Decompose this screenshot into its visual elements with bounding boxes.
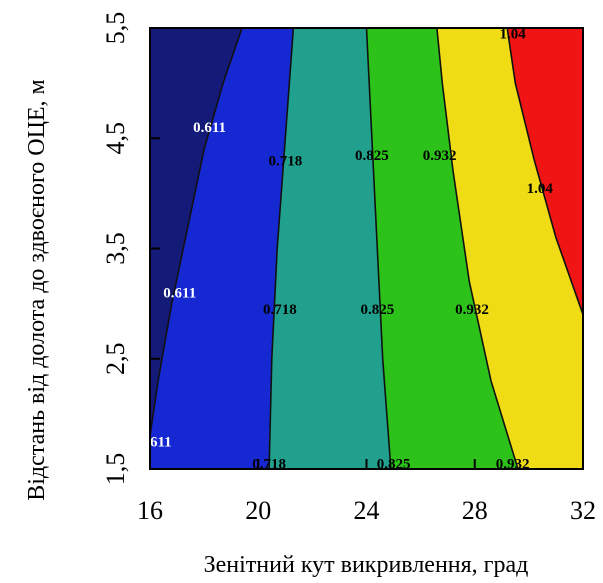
x-tick-label: 20 bbox=[245, 496, 271, 525]
contour-label: 0.825 bbox=[355, 148, 389, 164]
x-tick-label: 28 bbox=[462, 496, 488, 525]
y-tick-label: 4,5 bbox=[101, 122, 130, 155]
contour-label: 1.04 bbox=[500, 27, 527, 43]
contour-label: 0.825 bbox=[360, 302, 394, 318]
contour-label: 0.718 bbox=[252, 456, 286, 472]
contour-label: 0.611 bbox=[163, 286, 196, 302]
contour-line-0.825 bbox=[365, 28, 392, 469]
y-tick-label: 2,5 bbox=[101, 343, 130, 376]
contour-line-1.04 bbox=[506, 28, 583, 315]
contour-label: 0.932 bbox=[423, 148, 457, 164]
contour-line-0.932 bbox=[436, 28, 519, 469]
y-tick-label: 5,5 bbox=[101, 12, 130, 45]
contour-label: 0.611 bbox=[193, 120, 226, 136]
contour-label: 611 bbox=[150, 434, 172, 450]
y-tick-label: 1,5 bbox=[101, 453, 130, 486]
x-tick-label: 32 bbox=[570, 496, 596, 525]
x-axis-label: Зенітний кут викривлення, град bbox=[204, 552, 529, 578]
x-tick-label: 24 bbox=[354, 496, 380, 525]
contour-label: 1.04 bbox=[527, 181, 554, 197]
contour-line-0.718 bbox=[268, 28, 295, 469]
band-above-1.04 bbox=[507, 28, 583, 469]
contour-bands bbox=[150, 28, 583, 469]
contour-label: 0.718 bbox=[263, 302, 297, 318]
contour-line-0.611 bbox=[150, 28, 243, 437]
y-tick-label: 3,5 bbox=[101, 232, 130, 265]
x-tick-label: 16 bbox=[137, 496, 163, 525]
contour-label: 0.718 bbox=[268, 153, 302, 169]
y-axis-label: Відстань від долота до здвоєного ОЦЕ, м bbox=[24, 79, 50, 501]
contour-label: 0.932 bbox=[496, 456, 530, 472]
contour-lines bbox=[150, 28, 583, 469]
y-axis-ticks: 1,5 2,5 3,5 4,5 5,5 bbox=[101, 12, 160, 486]
x-axis-ticks: 16 20 24 28 32 bbox=[137, 459, 596, 525]
contour-label: 0.932 bbox=[455, 302, 489, 318]
contour-label: 0.825 bbox=[377, 456, 411, 472]
contour-labels: 0.611 0.611 611 0.718 0.718 0.718 0.825 0.825 0.… bbox=[150, 27, 554, 472]
